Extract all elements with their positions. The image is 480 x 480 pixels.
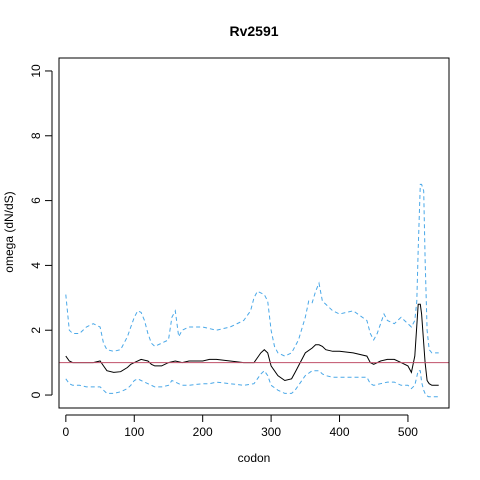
y-tick-label: 8	[29, 132, 43, 139]
x-axis: 0 100 200 300 400 500	[62, 414, 418, 439]
x-tick-label: 0	[62, 425, 69, 439]
y-axis: 0 2 4 6 8 10	[29, 64, 53, 398]
plot-frame	[58, 57, 450, 409]
y-tick-label: 2	[29, 327, 43, 334]
x-tick-label: 500	[398, 425, 418, 439]
y-tick-label: 10	[29, 64, 43, 78]
x-tick-label: 100	[124, 425, 144, 439]
chart-title: Rv2591	[229, 23, 278, 39]
x-axis-label: codon	[238, 451, 271, 465]
y-tick-label: 0	[29, 391, 43, 398]
x-tick-label: 400	[330, 425, 350, 439]
series-line-upper-bound	[65, 183, 439, 357]
y-tick-label: 6	[29, 197, 43, 204]
y-axis-label: omega (dN/dS)	[2, 191, 16, 272]
series-line-estimate	[65, 303, 439, 386]
series-line-lower-bound	[65, 369, 439, 398]
y-tick-label: 4	[29, 262, 43, 269]
x-tick-label: 200	[193, 425, 213, 439]
x-tick-label: 300	[261, 425, 281, 439]
plot-area	[58, 57, 450, 409]
